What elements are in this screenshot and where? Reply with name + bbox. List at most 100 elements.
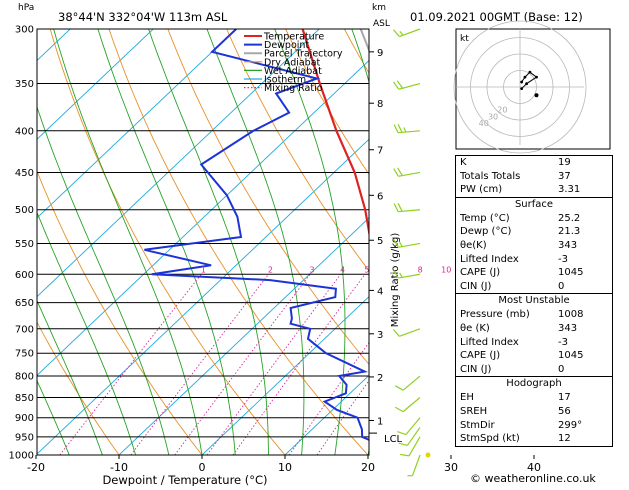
- wind-barb-flag: [393, 330, 399, 337]
- hodograph-indices-title: Hodograph: [456, 377, 612, 391]
- x-axis-label: Dewpoint / Temperature (°C): [102, 473, 267, 486]
- hodograph-index-label: EH: [460, 391, 474, 405]
- wind-barb-flag: [394, 169, 399, 177]
- temperature-tick-label: 30: [444, 461, 458, 474]
- wind-barb-flag: [398, 124, 402, 132]
- index-value: 3.31: [558, 183, 606, 197]
- hodograph-index-row: EH 17: [456, 391, 612, 405]
- most-unstable-row: CAPE (J)1045: [456, 349, 612, 363]
- mixing-ratio-label: 10: [441, 265, 451, 274]
- pressure-tick-label: 400: [15, 126, 34, 137]
- hodograph-index-label: SREH: [460, 405, 487, 419]
- location-title: 38°44'N 332°04'W 113m ASL: [58, 10, 228, 24]
- altitude-tick-label: 9: [377, 48, 383, 59]
- hodograph-index-row: StmSpd (kt) 12: [456, 432, 612, 446]
- pressure-tick-label: 700: [15, 324, 34, 335]
- most-unstable-value: 1008: [558, 308, 606, 322]
- mixing-ratio-label: 1: [201, 265, 206, 274]
- pressure-tick-label: 900: [15, 413, 34, 424]
- wind-barb-flag: [395, 407, 403, 411]
- mixing-ratio-line: [233, 274, 365, 455]
- wet-adiabat-line: [54, 29, 202, 455]
- dry-adiabat-line: [109, 29, 368, 455]
- mixing-ratio-label: 4: [340, 265, 345, 274]
- wind-barb-flag: [404, 128, 406, 133]
- pressure-tick-label: 300: [15, 25, 34, 36]
- hodograph-index-value: 12: [558, 432, 606, 446]
- pressure-tick-label: 950: [15, 432, 34, 443]
- mixing-ratio-label: 2: [268, 265, 273, 274]
- hodograph-point: [529, 71, 532, 74]
- hodograph-point: [520, 81, 523, 84]
- most-unstable-row: Pressure (mb)1008: [456, 308, 612, 322]
- wet-adiabat-line: [352, 29, 393, 455]
- mixing-ratio-label: 3: [309, 265, 314, 274]
- mixing-ratio-line: [317, 274, 444, 455]
- most-unstable-label: θe (K): [460, 322, 490, 336]
- surface-row: CAPE (J)1045: [456, 266, 612, 280]
- hodograph-point: [524, 76, 527, 79]
- index-value: 37: [558, 170, 606, 184]
- most-unstable-row: θe (K)343: [456, 322, 612, 336]
- hodograph-point: [525, 82, 528, 85]
- pressure-tick-label: 350: [15, 79, 34, 90]
- surface-value: 21.3: [558, 225, 606, 239]
- hodograph-point: [520, 87, 523, 90]
- mixing-ratio-line: [175, 274, 310, 455]
- surface-label: Lifted Index: [460, 253, 519, 267]
- temperature-tick-label: 20: [361, 461, 375, 474]
- wind-barb-flag: [394, 125, 398, 133]
- surface-value: 0: [558, 280, 606, 294]
- wind-barb-staff: [403, 376, 420, 390]
- surface-label: θe(K): [460, 239, 487, 253]
- hodograph-index-label: StmSpd (kt): [460, 432, 520, 446]
- surface-value: -3: [558, 253, 606, 267]
- altitude-tick-label: 2: [377, 373, 383, 384]
- hpa-unit: hPa: [18, 3, 34, 13]
- most-unstable-row: Lifted Index -3: [456, 336, 612, 350]
- index-label: PW (cm): [460, 183, 502, 197]
- km-unit: km: [372, 3, 386, 13]
- wind-barb-flag: [400, 31, 403, 35]
- most-unstable-label: Lifted Index: [460, 336, 519, 350]
- wind-barb-flag: [397, 81, 402, 88]
- hodograph-ring-label: 20: [497, 106, 507, 115]
- hodograph-index-value: 17: [558, 391, 606, 405]
- altitude-tick-label: 7: [377, 146, 383, 157]
- isotherm-line: [0, 29, 70, 455]
- wind-barb-flag: [395, 386, 403, 390]
- hodograph-storm-motion: [535, 93, 539, 97]
- surface-label: Temp (°C): [460, 212, 510, 226]
- pressure-tick-label: 600: [15, 270, 34, 281]
- surface-label: CAPE (J): [460, 266, 500, 280]
- most-unstable-value: -3: [558, 336, 606, 350]
- index-label: Totals Totals: [460, 170, 520, 184]
- altitude-tick-label: 6: [377, 191, 383, 202]
- pressure-tick-label: 800: [15, 372, 34, 383]
- wind-barb-staff: [412, 455, 420, 476]
- hodograph-frame: [456, 29, 610, 149]
- isotherm-line: [617, 29, 629, 455]
- wet-adiabat-line: [0, 29, 69, 455]
- surface-title: Surface: [456, 198, 612, 212]
- pressure-tick-label: 650: [15, 298, 34, 309]
- wind-barb-staff: [403, 397, 420, 411]
- surface-row: θe(K)343: [456, 239, 612, 253]
- mixing-ratio-line: [60, 274, 202, 455]
- temperature-tick-label: 10: [278, 461, 292, 474]
- surface-label: Dewp (°C): [460, 225, 511, 239]
- altitude-tick-label: 5: [377, 236, 383, 247]
- index-row: Totals Totals 37: [456, 170, 612, 184]
- pressure-tick-label: 450: [15, 168, 34, 179]
- hodograph-point: [535, 76, 538, 79]
- wind-barb-staff: [399, 329, 420, 337]
- index-row: PW (cm) 3.31: [456, 183, 612, 197]
